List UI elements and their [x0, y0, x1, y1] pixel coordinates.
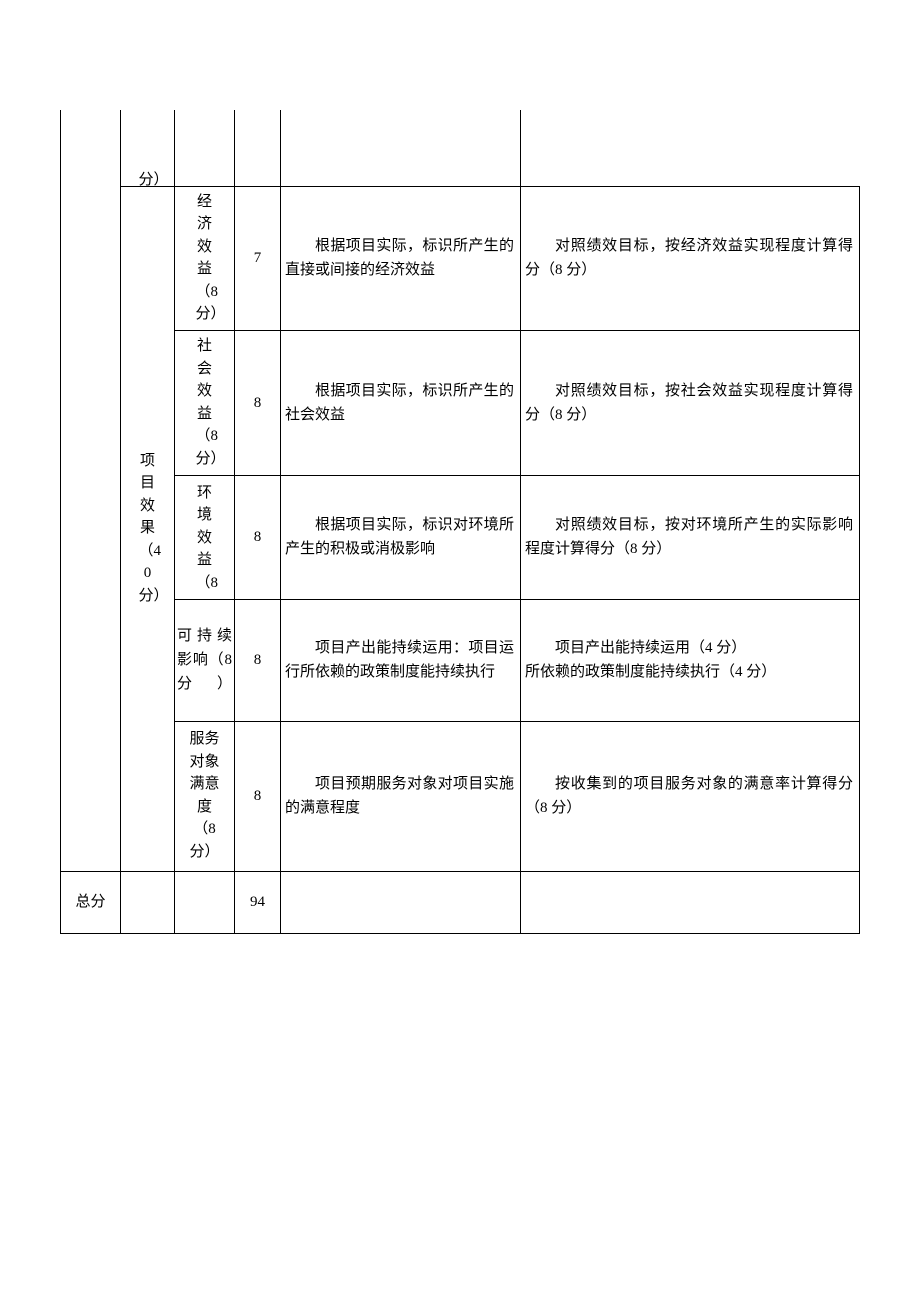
row-desc-text: 根据项目实际，标识对环境所产生的积极或消极影响 [283, 507, 518, 567]
table-row: 项目效果（40分） 经济效益（8分） 7 根据项目实际，标识所产生的直接或间接的… [61, 186, 860, 331]
row-criteria-cell: 对照绩效目标，按经济效益实现程度计算得分（8 分） [521, 186, 860, 331]
row-criteria-cell: 对照绩效目标，按社会效益实现程度计算得分（8 分） [521, 331, 860, 476]
group-label-cell: 项目效果（40分） [121, 186, 175, 871]
row-score-text: 8 [254, 395, 262, 411]
total-score-cell: 94 [235, 871, 281, 933]
row-desc-cell: 根据项目实际，标识所产生的直接或间接的经济效益 [281, 186, 521, 331]
total-label-cell: 总分 [61, 871, 121, 933]
cell-frag-label: 分） [121, 110, 175, 186]
total-label-text: 总分 [75, 894, 105, 910]
row-label-text: 可持续影响（8分） [177, 628, 232, 692]
row-score-cell: 8 [235, 721, 281, 871]
row-label-cell: 环境效益（8 [175, 475, 235, 599]
row-desc-text: 根据项目实际，标识所产生的直接或间接的经济效益 [283, 228, 518, 288]
row-score-text: 8 [254, 529, 262, 545]
row-score-text: 8 [254, 652, 262, 668]
row-score-cell: 7 [235, 186, 281, 331]
table-row: 社会效益（8分） 8 根据项目实际，标识所产生的社会效益 对照绩效目标，按社会效… [61, 331, 860, 476]
row-desc-cell: 根据项目实际，标识对环境所产生的积极或消极影响 [281, 475, 521, 599]
table-row: 服务对象满意度（8分） 8 项目预期服务对象对项目实施的满意程度 按收集到的项目… [61, 721, 860, 871]
row-criteria-line2: 所依赖的政策制度能持续执行（4 分） [525, 664, 776, 680]
row-criteria-text: 对照绩效目标，按经济效益实现程度计算得分（8 分） [523, 228, 857, 288]
row-criteria-cell: 项目产出能持续运用（4 分） 所依赖的政策制度能持续执行（4 分） [521, 599, 860, 721]
row-label-cell: 可持续影响（8分） [175, 599, 235, 721]
row-score-text: 8 [254, 788, 262, 804]
table-row: 可持续影响（8分） 8 项目产出能持续运用：项目运行所依赖的政策制度能持续执行 … [61, 599, 860, 721]
row-criteria-line1: 项目产出能持续运用（4 分） [555, 640, 746, 656]
row-label-text: 服务对象满意度（8分） [188, 728, 221, 863]
table-row: 环境效益（8 8 根据项目实际，标识对环境所产生的积极或消极影响 对照绩效目标，… [61, 475, 860, 599]
row-desc-cell: 根据项目实际，标识所产生的社会效益 [281, 331, 521, 476]
cell-frag-criteria [281, 110, 521, 186]
row-criteria-text: 对照绩效目标，按社会效益实现程度计算得分（8 分） [523, 373, 857, 433]
row-desc-text: 项目产出能持续运用：项目运行所依赖的政策制度能持续执行 [283, 630, 518, 690]
total-score-text: 94 [250, 894, 265, 910]
cell-blank-a [61, 110, 121, 871]
row-criteria-text: 对照绩效目标，按对环境所产生的实际影响程度计算得分（8 分） [523, 507, 857, 567]
row-label-text: 经济效益（8分） [196, 191, 214, 326]
row-label-text: 环境效益（8 [196, 482, 214, 595]
total-blank-f [521, 871, 860, 933]
row-label-cell: 经济效益（8分） [175, 186, 235, 331]
row-label-text: 社会效益（8分） [196, 335, 214, 470]
evaluation-table: 分） 项目效果（40分） 经济效益（8分） 7 根据项目实际，标识所产生的直接或… [60, 110, 860, 934]
row-criteria-cell: 按收集到的项目服务对象的满意率计算得分（8 分） [521, 721, 860, 871]
row-label-cell: 社会效益（8分） [175, 331, 235, 476]
cell-frag-desc [235, 110, 281, 186]
row-desc-text: 根据项目实际，标识所产生的社会效益 [283, 373, 518, 433]
group-label-text: 项目效果（40分） [139, 450, 157, 608]
cell-frag-score [175, 110, 235, 186]
total-blank-b [121, 871, 175, 933]
total-blank-c [175, 871, 235, 933]
row-desc-cell: 项目产出能持续运用：项目运行所依赖的政策制度能持续执行 [281, 599, 521, 721]
row-desc-cell: 项目预期服务对象对项目实施的满意程度 [281, 721, 521, 871]
row-desc-text: 项目预期服务对象对项目实施的满意程度 [283, 766, 518, 826]
total-blank-e [281, 871, 521, 933]
table-total-row: 总分 94 [61, 871, 860, 933]
row-score-cell: 8 [235, 331, 281, 476]
row-criteria-text: 按收集到的项目服务对象的满意率计算得分（8 分） [523, 766, 857, 826]
row-score-text: 7 [254, 250, 262, 266]
row-label-cell: 服务对象满意度（8分） [175, 721, 235, 871]
row-criteria-cell: 对照绩效目标，按对环境所产生的实际影响程度计算得分（8 分） [521, 475, 860, 599]
row-score-cell: 8 [235, 475, 281, 599]
row-score-cell: 8 [235, 599, 281, 721]
table-row: 分） [61, 110, 860, 186]
document-page: 分） 项目效果（40分） 经济效益（8分） 7 根据项目实际，标识所产生的直接或… [0, 0, 920, 994]
frag-label-text: 分） [139, 169, 157, 187]
